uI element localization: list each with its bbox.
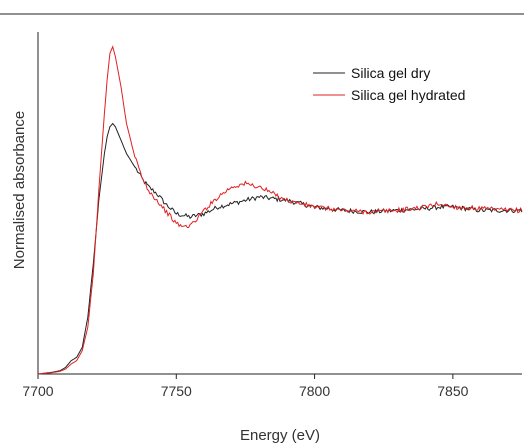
x-axis-title: Energy (eV) bbox=[240, 427, 320, 444]
legend-label-hydrated: Silica gel hydrated bbox=[351, 87, 465, 103]
x-ticks: 7700 7750 7800 7850 bbox=[22, 374, 469, 399]
x-tick-label: 7850 bbox=[437, 383, 468, 399]
x-tick-label: 7700 bbox=[22, 383, 53, 399]
x-tick-label: 7800 bbox=[299, 383, 330, 399]
axes bbox=[37, 32, 522, 375]
legend: Silica gel dry Silica gel hydrated bbox=[313, 65, 465, 103]
y-axis-title: Normalised absorbance bbox=[11, 111, 28, 269]
x-tick-label: 7750 bbox=[161, 383, 192, 399]
series-line-dry bbox=[37, 122, 523, 375]
legend-label-dry: Silica gel dry bbox=[351, 65, 430, 81]
series-line-hydrated bbox=[37, 45, 523, 375]
plot-area bbox=[37, 45, 523, 375]
